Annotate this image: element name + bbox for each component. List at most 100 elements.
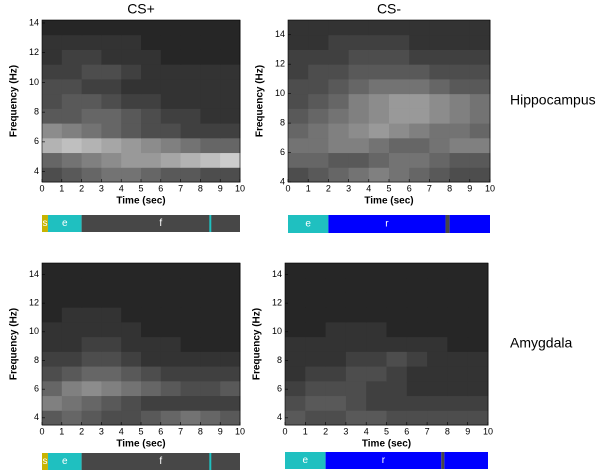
- heat-cell: [386, 321, 408, 338]
- heat-cell: [121, 336, 142, 352]
- heat-cell: [200, 34, 221, 50]
- heat-cell: [345, 380, 367, 397]
- heat-cell: [81, 49, 102, 65]
- segment-label: f: [159, 218, 162, 229]
- heat-cell: [449, 64, 471, 80]
- heat-cell: [81, 152, 102, 168]
- x-tick-label: 9: [218, 426, 223, 436]
- heat-cell: [42, 366, 63, 382]
- heat-cell: [429, 137, 451, 154]
- heat-cell: [101, 93, 122, 109]
- heat-cell: [121, 277, 142, 293]
- heat-cell: [200, 137, 221, 154]
- heat-cell: [305, 410, 327, 426]
- heat-cell: [200, 307, 221, 323]
- heat-cell: [180, 336, 201, 352]
- x-tick-label: 8: [198, 183, 203, 193]
- heat-cell: [348, 93, 370, 109]
- heat-cell: [141, 292, 162, 308]
- heat-cell: [345, 321, 367, 338]
- heat-cell: [406, 395, 428, 411]
- heat-cell: [366, 292, 387, 308]
- y-tick-label: 12: [29, 47, 39, 57]
- heat-cell: [101, 64, 122, 80]
- heat-cell: [200, 380, 221, 397]
- x-tick-label: 2: [326, 183, 331, 193]
- heat-cell: [469, 167, 491, 183]
- heat-cell: [160, 292, 182, 308]
- y-tick-label: 14: [29, 269, 39, 279]
- y-tick-label: 10: [275, 88, 285, 98]
- x-tick-label: 5: [386, 183, 391, 193]
- heat-cell: [101, 20, 122, 36]
- y-axis-label: Frequency (Hz): [252, 308, 263, 380]
- heat-cell: [325, 351, 347, 367]
- heat-cell: [121, 108, 142, 124]
- heat-cell: [389, 123, 410, 139]
- heat-cell: [427, 292, 448, 308]
- heat-cell: [61, 307, 83, 323]
- heat-cell: [389, 49, 410, 65]
- heat-cell: [42, 93, 63, 109]
- heat-cell: [42, 152, 63, 168]
- heat-cell: [348, 137, 370, 154]
- segment-label: e: [62, 218, 68, 229]
- heat-cell: [366, 321, 387, 338]
- heat-cell: [220, 137, 241, 154]
- heat-cell: [449, 123, 471, 139]
- behavior-segment: [288, 215, 329, 233]
- heat-cell: [220, 123, 241, 139]
- heat-cell: [288, 123, 309, 139]
- heat-cell: [308, 93, 329, 109]
- heat-cell: [42, 277, 63, 293]
- heat-cell: [328, 20, 350, 36]
- heat-cell: [467, 336, 489, 352]
- heat-cell: [42, 292, 63, 308]
- heat-cell: [160, 277, 182, 293]
- x-tick-label: 3: [346, 183, 351, 193]
- heat-cell: [469, 137, 491, 154]
- heat-cell: [305, 307, 327, 323]
- heat-cell: [386, 277, 408, 293]
- heat-cell: [429, 93, 451, 109]
- heat-cell: [101, 137, 122, 154]
- x-tick-label: 8: [447, 183, 452, 193]
- heat-cell: [288, 108, 309, 124]
- heat-cell: [305, 321, 327, 338]
- heat-cell: [447, 263, 469, 279]
- x-axis-label: Time (sec): [116, 439, 165, 450]
- x-tick-label: 0: [285, 183, 290, 193]
- heat-cell: [42, 263, 63, 279]
- heat-cell: [406, 366, 428, 382]
- heat-cell: [386, 263, 408, 279]
- heat-cell: [325, 277, 347, 293]
- heat-cell: [180, 351, 201, 367]
- row-label: Amygdala: [510, 335, 572, 351]
- heat-cell: [308, 64, 329, 80]
- heat-cell: [325, 307, 347, 323]
- heat-cell: [101, 167, 122, 183]
- segment-label: s: [42, 456, 47, 467]
- heat-cell: [220, 410, 241, 426]
- heat-cell: [101, 321, 122, 338]
- heat-cell: [409, 64, 430, 80]
- heat-cell: [429, 152, 451, 168]
- heat-cell: [285, 380, 306, 397]
- heat-cell: [81, 108, 102, 124]
- heat-cell: [200, 263, 221, 279]
- heat-cell: [42, 410, 63, 426]
- heat-cell: [427, 321, 448, 338]
- heat-cell: [42, 78, 63, 95]
- y-tick-label: 10: [29, 77, 39, 87]
- heat-cell: [467, 307, 489, 323]
- x-tick-label: 7: [178, 183, 183, 193]
- heat-cell: [427, 351, 448, 367]
- heat-cell: [368, 20, 390, 36]
- heat-cell: [141, 49, 162, 65]
- heat-cell: [81, 321, 102, 338]
- heat-cell: [61, 380, 83, 397]
- x-tick-label: 6: [407, 183, 412, 193]
- heat-cell: [160, 108, 182, 124]
- heat-cell: [368, 93, 390, 109]
